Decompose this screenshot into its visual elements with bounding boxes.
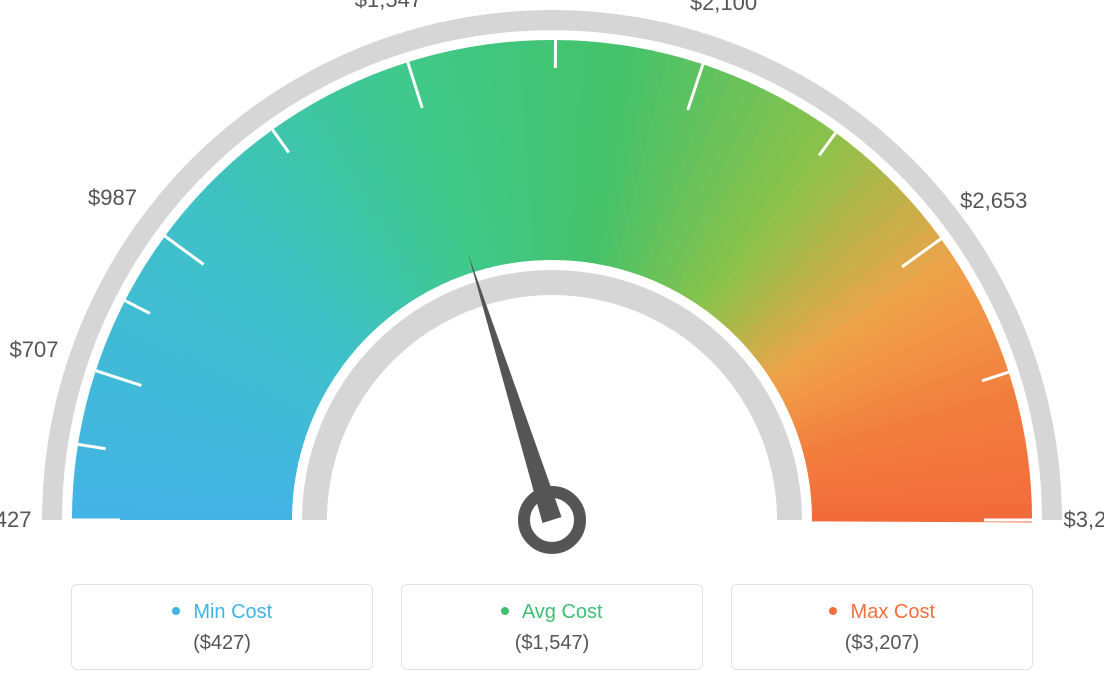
legend-title-min: Min Cost: [72, 601, 372, 624]
legend-label: Max Cost: [851, 601, 935, 623]
legend-row: Min Cost ($427) Avg Cost ($1,547) Max Co…: [0, 584, 1104, 670]
gauge-tick-label: $3,207: [1064, 507, 1104, 533]
legend-label: Avg Cost: [522, 601, 603, 623]
dot-icon: [829, 607, 837, 615]
gauge-tick-label: $2,653: [960, 188, 1027, 214]
gauge-svg: [0, 0, 1104, 560]
gauge-area: $427 $707 $987 $1,547 $2,100 $2,653 $3,207: [0, 0, 1104, 560]
legend-value-min: ($427): [72, 632, 372, 655]
dot-icon: [172, 607, 180, 615]
legend-title-max: Max Cost: [732, 601, 1032, 624]
gauge-tick-label: $987: [88, 185, 137, 211]
legend-card-min: Min Cost ($427): [71, 584, 373, 670]
gauge-tick-label: $427: [0, 507, 31, 533]
legend-value-avg: ($1,547): [402, 632, 702, 655]
chart-container: $427 $707 $987 $1,547 $2,100 $2,653 $3,207 Min…: [0, 0, 1104, 690]
gauge-tick-label: $707: [10, 337, 59, 363]
gauge-tick-label: $2,100: [690, 0, 757, 16]
legend-card-avg: Avg Cost ($1,547): [401, 584, 703, 670]
legend-title-avg: Avg Cost: [402, 601, 702, 624]
dot-icon: [501, 607, 509, 615]
legend-label: Min Cost: [193, 601, 272, 623]
legend-value-max: ($3,207): [732, 632, 1032, 655]
legend-card-max: Max Cost ($3,207): [731, 584, 1033, 670]
gauge-tick-label: $1,547: [355, 0, 422, 13]
